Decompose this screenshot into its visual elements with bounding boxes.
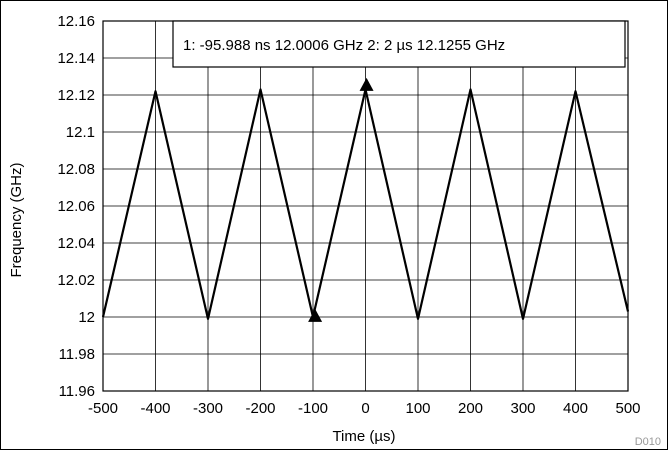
x-tick-label: 100 xyxy=(405,400,430,417)
figure-code: D010 xyxy=(635,436,661,448)
y-tick-label: 12 xyxy=(78,309,95,326)
x-tick-label: -300 xyxy=(193,400,223,417)
y-tick-label: 12.14 xyxy=(57,50,95,67)
x-tick-labels: -500 -400 -300 -200 -100 0 100 200 300 400 500 xyxy=(88,400,641,417)
x-axis-label: Time (µs) xyxy=(332,428,395,445)
y-tick-label: 12.16 xyxy=(57,13,95,30)
x-tick-label: -500 xyxy=(88,400,118,417)
x-tick-label: -200 xyxy=(245,400,275,417)
marker-triangle xyxy=(308,308,323,322)
y-tick-label: 12.02 xyxy=(57,272,95,289)
marker-triangle xyxy=(359,77,374,91)
x-tick-label: -400 xyxy=(140,400,170,417)
y-tick-label: 11.96 xyxy=(59,383,95,400)
marker-readout-background xyxy=(172,20,626,68)
marker-readout-box: 1: -95.988 ns 12.0006 GHz 2: 2 µs 12.125… xyxy=(172,20,626,68)
y-tick-label: 12.04 xyxy=(57,235,95,252)
x-tick-label: 200 xyxy=(458,400,483,417)
y-axis-label: Frequency (GHz) xyxy=(8,162,25,277)
x-tick-label: 400 xyxy=(563,400,588,417)
y-tick-label: 12.08 xyxy=(57,161,95,178)
y-tick-label: 12.12 xyxy=(57,87,95,104)
x-tick-label: 300 xyxy=(510,400,535,417)
y-tick-label: 11.98 xyxy=(59,346,95,363)
y-tick-labels: 11.96 11.98 12 12.02 12.04 12.06 12.08 12.1 12.1… xyxy=(57,13,95,400)
x-tick-label: -100 xyxy=(298,400,328,417)
x-tick-label: 0 xyxy=(361,400,369,417)
marker-readout-text: 1: -95.988 ns 12.0006 GHz 2: 2 µs 12.125… xyxy=(183,37,505,54)
marker-layer xyxy=(308,77,374,322)
x-tick-label: 500 xyxy=(615,400,640,417)
y-tick-label: 12.06 xyxy=(57,198,95,215)
y-tick-label: 12.1 xyxy=(66,124,95,141)
